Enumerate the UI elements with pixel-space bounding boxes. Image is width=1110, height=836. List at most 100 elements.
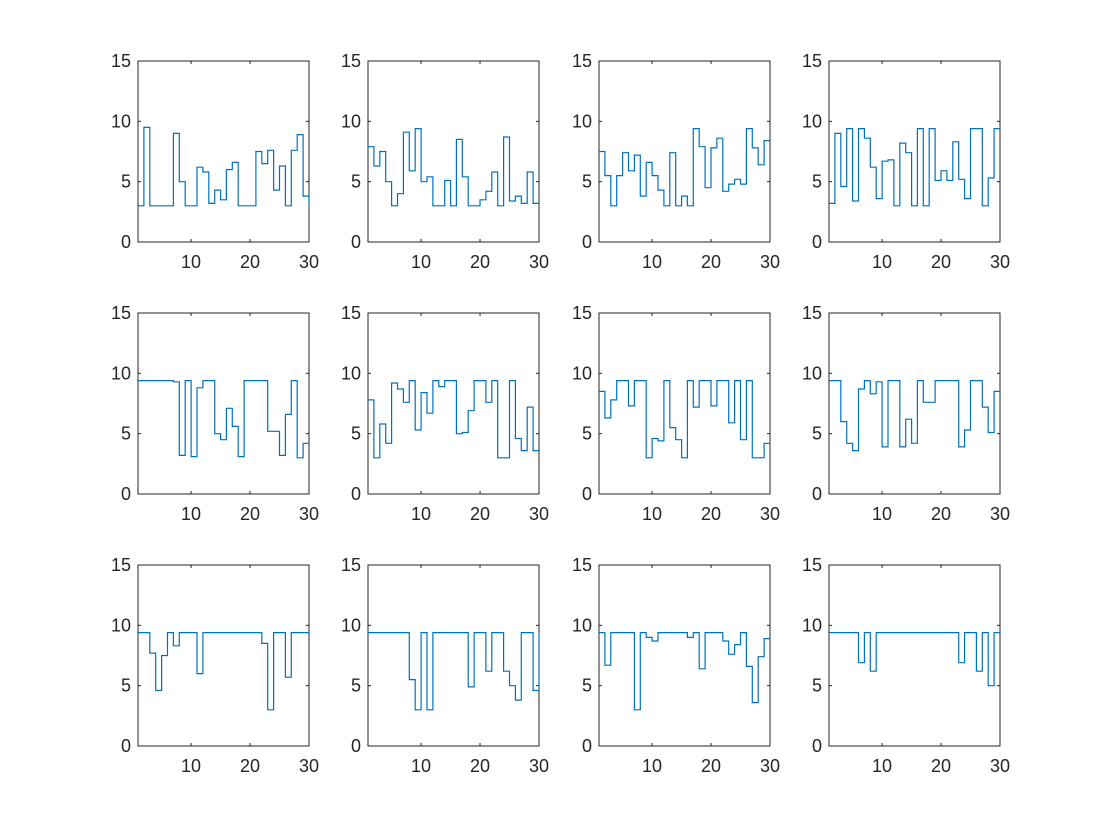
x-tick-label: 30	[990, 756, 1010, 776]
y-tick-label: 0	[582, 232, 592, 252]
y-tick-label: 0	[121, 232, 131, 252]
y-tick-label: 5	[812, 676, 822, 696]
y-tick-label: 15	[111, 51, 131, 71]
x-tick-label: 20	[470, 504, 490, 524]
series-line	[829, 128, 1000, 207]
subplot-4: 0 5 10 15 10 20 30	[802, 51, 1010, 272]
y-tick-label: 15	[802, 555, 822, 575]
x-tick-label: 10	[181, 756, 201, 776]
x-tick-label: 20	[470, 756, 490, 776]
subplot-12: 0 5 10 15 10 20 30	[802, 555, 1010, 776]
y-tick-label: 10	[111, 615, 131, 635]
series-line	[599, 632, 770, 711]
y-tick-label: 5	[351, 172, 361, 192]
x-tick-label: 20	[240, 504, 260, 524]
y-tick-label: 0	[121, 484, 131, 504]
subplot-9: 0 5 10 15 10 20 30	[111, 555, 319, 776]
y-tick-label: 10	[111, 363, 131, 383]
y-tick-label: 15	[341, 555, 361, 575]
axes-frame	[137, 312, 310, 495]
y-tick-label: 0	[351, 736, 361, 756]
y-tick-label: 5	[582, 676, 592, 696]
axes-frame	[598, 60, 771, 243]
y-tick-label: 0	[351, 484, 361, 504]
series-line	[138, 380, 309, 459]
x-tick-label: 30	[760, 252, 780, 272]
series-line	[599, 380, 770, 459]
y-tick-label: 10	[341, 111, 361, 131]
y-tick-label: 10	[802, 363, 822, 383]
x-tick-label: 30	[299, 504, 319, 524]
x-tick-label: 30	[299, 252, 319, 272]
y-tick-label: 5	[582, 424, 592, 444]
y-tick-label: 5	[121, 424, 131, 444]
axes-frame	[137, 60, 310, 243]
x-tick-label: 10	[181, 504, 201, 524]
subplot-6: 0 5 10 15 10 20 30	[341, 303, 549, 524]
x-tick-label: 10	[411, 252, 431, 272]
y-tick-label: 15	[572, 51, 592, 71]
x-tick-label: 30	[529, 504, 549, 524]
x-tick-label: 30	[990, 504, 1010, 524]
series-line	[829, 380, 1000, 452]
series-line	[138, 126, 310, 207]
x-tick-label: 20	[470, 252, 490, 272]
y-tick-label: 15	[341, 51, 361, 71]
x-tick-label: 30	[529, 756, 549, 776]
y-tick-label: 5	[812, 172, 822, 192]
y-tick-label: 0	[121, 736, 131, 756]
y-tick-label: 5	[351, 676, 361, 696]
x-tick-label: 10	[872, 252, 892, 272]
y-tick-label: 5	[121, 676, 131, 696]
x-tick-label: 10	[872, 756, 892, 776]
x-tick-label: 10	[411, 504, 431, 524]
y-tick-label: 5	[351, 424, 361, 444]
x-tick-label: 10	[642, 252, 662, 272]
y-tick-label: 15	[111, 555, 131, 575]
y-tick-label: 0	[582, 736, 592, 756]
subplot-3: 0 5 10 15 10 20 30	[572, 51, 780, 272]
x-tick-label: 30	[529, 252, 549, 272]
y-tick-label: 10	[111, 111, 131, 131]
y-tick-label: 0	[812, 484, 822, 504]
axes-frame	[367, 564, 540, 747]
subplot-7: 0 5 10 15 10 20 30	[572, 303, 780, 524]
series-line	[368, 380, 539, 459]
y-tick-label: 10	[572, 363, 592, 383]
y-tick-label: 10	[572, 111, 592, 131]
x-tick-label: 20	[931, 756, 951, 776]
y-tick-label: 0	[812, 736, 822, 756]
y-tick-label: 15	[572, 555, 592, 575]
y-tick-label: 15	[572, 303, 592, 323]
x-tick-label: 30	[760, 504, 780, 524]
axes-frame	[598, 564, 771, 747]
x-tick-label: 10	[181, 252, 201, 272]
x-tick-label: 20	[240, 756, 260, 776]
axes-frame	[367, 60, 540, 243]
y-tick-label: 10	[802, 615, 822, 635]
series-line	[368, 128, 539, 207]
series-line	[368, 632, 540, 711]
subplot-8: 0 5 10 15 10 20 30	[802, 303, 1010, 524]
subplot-5: 0 5 10 15 10 20 30	[111, 303, 319, 524]
x-tick-label: 10	[642, 756, 662, 776]
subplot-10: 0 5 10 15 10 20 30	[341, 555, 549, 776]
subplot-1: 0 5 10 15 10 20 30	[111, 51, 319, 272]
y-tick-label: 10	[802, 111, 822, 131]
subplot-11: 0 5 10 15 10 20 30	[572, 555, 780, 776]
y-tick-label: 15	[802, 51, 822, 71]
y-tick-label: 0	[582, 484, 592, 504]
series-line	[599, 128, 770, 207]
x-tick-label: 20	[701, 756, 721, 776]
y-tick-label: 5	[812, 424, 822, 444]
x-tick-label: 30	[990, 252, 1010, 272]
x-tick-label: 10	[411, 756, 431, 776]
subplot-2: 0 5 10 15 10 20 30	[341, 51, 549, 272]
x-tick-label: 30	[299, 756, 319, 776]
axes-frame	[828, 564, 1001, 747]
y-tick-label: 5	[582, 172, 592, 192]
y-tick-label: 5	[121, 172, 131, 192]
axes-frame	[828, 312, 1001, 495]
y-tick-label: 0	[812, 232, 822, 252]
